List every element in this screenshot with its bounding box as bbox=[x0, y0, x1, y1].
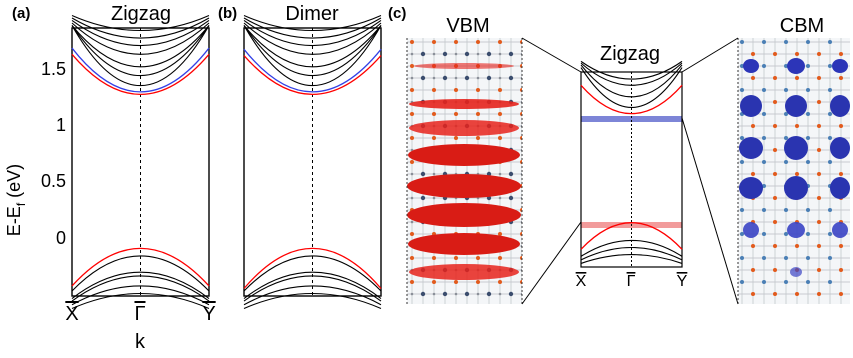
y-axis-label: E-Ef (eV) bbox=[4, 164, 28, 236]
cbm-band-line-red bbox=[580, 84, 683, 115]
vbm-isosurface-blobs bbox=[407, 63, 521, 280]
cbm-band-line-blue bbox=[243, 48, 382, 93]
panel-c-cbm-highlight bbox=[581, 116, 682, 122]
vbm-band-line bbox=[243, 247, 382, 289]
panel-b-plot bbox=[243, 14, 382, 310]
panel-c-plot bbox=[580, 60, 683, 268]
panel-b-bands bbox=[243, 14, 382, 310]
panel-a-letter: (a) bbox=[12, 5, 30, 22]
panel-c-title: Zigzag bbox=[600, 43, 660, 65]
conduction-band-line bbox=[71, 17, 210, 39]
conduction-band-line bbox=[71, 25, 210, 87]
cbm-band-line-blue bbox=[71, 47, 210, 93]
panel-b-letter: (b) bbox=[218, 5, 237, 22]
valence-band-line bbox=[243, 271, 382, 299]
valence-band-line bbox=[580, 254, 683, 264]
cbm-band-line-red bbox=[243, 55, 382, 96]
valence-band-line bbox=[243, 275, 382, 302]
cbm-isosurface-blobs bbox=[739, 58, 850, 277]
kpoint-x-label: X bbox=[65, 303, 78, 325]
ytick-label: 0 bbox=[56, 228, 66, 248]
panel-c-letter: (c) bbox=[388, 5, 406, 22]
kpoint-y-label: Y bbox=[202, 303, 215, 325]
valence-band-line bbox=[580, 247, 683, 261]
conduction-band-line bbox=[580, 60, 683, 80]
panel-c-bands bbox=[580, 60, 683, 264]
vbm-band-line bbox=[71, 247, 210, 287]
conduction-band-line bbox=[71, 20, 210, 46]
conduction-band-line bbox=[243, 25, 382, 76]
vbm-charge-density-image bbox=[406, 38, 523, 304]
valence-band-line bbox=[71, 255, 210, 292]
conduction-band-line bbox=[71, 22, 210, 55]
panel-a-plot bbox=[71, 14, 210, 310]
conduction-band-line bbox=[71, 14, 210, 31]
panel-c-kpoint-x: X bbox=[576, 273, 587, 290]
cbm-charge-density-image bbox=[737, 38, 850, 304]
ytick-label: 0.5 bbox=[41, 171, 66, 191]
panel-c-kpoint-gamma: Γ bbox=[627, 273, 636, 290]
ytick-label: 1.5 bbox=[41, 59, 66, 79]
panel-c-kpoint-y: Y bbox=[677, 273, 688, 290]
vbm-band-line bbox=[580, 222, 683, 250]
valence-band-line bbox=[71, 293, 210, 310]
valence-band-line bbox=[243, 285, 382, 306]
conduction-band-line bbox=[580, 67, 683, 108]
panel-a-bands bbox=[71, 14, 210, 310]
valence-band-line bbox=[243, 255, 382, 292]
valence-band-line bbox=[243, 293, 382, 310]
conduction-band-line bbox=[243, 20, 382, 46]
conduction-band-line bbox=[243, 17, 382, 39]
conduction-band-line bbox=[580, 62, 683, 86]
ytick-label: 1 bbox=[56, 115, 66, 135]
conduction-band-line bbox=[243, 22, 382, 55]
conduction-band-line bbox=[71, 25, 210, 76]
valence-band-line bbox=[71, 275, 210, 302]
panel-c-vbm-title: VBM bbox=[446, 15, 489, 37]
panel-c-cbm-title: CBM bbox=[780, 15, 824, 37]
valence-band-line bbox=[71, 271, 210, 299]
zoom-connector-lines bbox=[521, 37, 739, 305]
panel-b-title: Dimer bbox=[285, 3, 339, 25]
valence-band-line bbox=[71, 285, 210, 306]
conduction-band-line bbox=[243, 25, 382, 87]
panel-a-title: Zigzag bbox=[111, 3, 171, 25]
kpoint-gamma-label: Γ bbox=[134, 303, 145, 325]
conduction-band-line bbox=[71, 25, 210, 68]
cbm-band-line-red bbox=[71, 53, 210, 96]
x-axis-label: k bbox=[135, 331, 146, 353]
conduction-band-line bbox=[243, 25, 382, 68]
conduction-band-line bbox=[580, 64, 683, 98]
valence-band-line bbox=[580, 239, 683, 257]
conduction-band-line bbox=[243, 14, 382, 31]
